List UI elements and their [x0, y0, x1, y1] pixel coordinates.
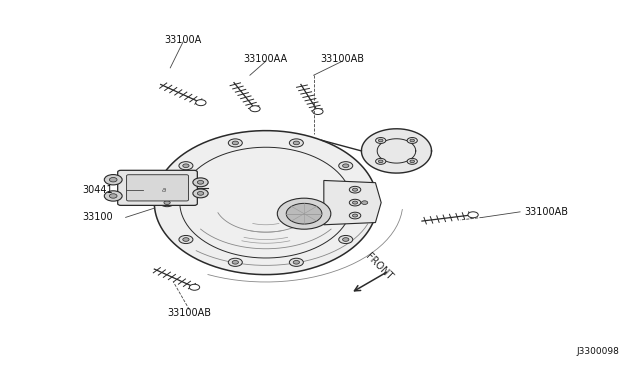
Circle shape — [228, 139, 243, 147]
Circle shape — [362, 201, 368, 205]
Text: 33100: 33100 — [83, 212, 113, 222]
Circle shape — [183, 238, 189, 241]
Circle shape — [189, 284, 200, 290]
Circle shape — [342, 164, 349, 167]
Circle shape — [410, 160, 415, 163]
Circle shape — [197, 192, 204, 195]
Circle shape — [407, 158, 417, 164]
Circle shape — [104, 191, 122, 201]
Circle shape — [376, 158, 386, 164]
Text: J3300098: J3300098 — [577, 347, 620, 356]
Circle shape — [160, 199, 174, 207]
Circle shape — [313, 109, 323, 115]
Text: 33100AB: 33100AB — [168, 308, 211, 318]
Text: 33100AB: 33100AB — [524, 207, 568, 217]
Circle shape — [378, 160, 383, 163]
Circle shape — [232, 260, 239, 264]
Circle shape — [193, 178, 208, 187]
Circle shape — [197, 180, 204, 184]
Circle shape — [378, 139, 383, 142]
Circle shape — [407, 138, 417, 144]
Polygon shape — [324, 180, 381, 225]
Circle shape — [196, 100, 206, 106]
Circle shape — [286, 203, 322, 224]
Circle shape — [339, 235, 353, 244]
Circle shape — [250, 106, 260, 112]
Circle shape — [349, 186, 361, 193]
FancyBboxPatch shape — [127, 175, 188, 201]
Circle shape — [376, 138, 386, 144]
Circle shape — [349, 199, 361, 206]
Circle shape — [358, 199, 372, 207]
Circle shape — [353, 201, 358, 204]
Circle shape — [339, 162, 353, 170]
Circle shape — [183, 164, 189, 167]
Text: 30441: 30441 — [83, 185, 113, 195]
Text: 33100A: 33100A — [164, 35, 202, 45]
Circle shape — [289, 139, 303, 147]
Circle shape — [277, 198, 331, 229]
Circle shape — [293, 141, 300, 145]
FancyBboxPatch shape — [118, 170, 197, 205]
Circle shape — [109, 194, 117, 198]
Polygon shape — [362, 129, 431, 173]
Circle shape — [179, 235, 193, 244]
Circle shape — [193, 189, 208, 198]
Circle shape — [410, 139, 415, 142]
Circle shape — [353, 188, 358, 191]
Circle shape — [104, 174, 122, 185]
Circle shape — [164, 201, 170, 205]
Circle shape — [109, 177, 117, 182]
Circle shape — [228, 258, 243, 266]
Circle shape — [342, 238, 349, 241]
Text: a: a — [162, 187, 166, 193]
Text: FRONT: FRONT — [364, 251, 394, 282]
Polygon shape — [154, 131, 378, 275]
Circle shape — [179, 162, 193, 170]
Circle shape — [468, 212, 478, 218]
Circle shape — [289, 258, 303, 266]
Text: 33100AB: 33100AB — [320, 54, 364, 64]
Circle shape — [293, 260, 300, 264]
Circle shape — [353, 214, 358, 217]
Circle shape — [349, 212, 361, 219]
Text: 33100AA: 33100AA — [244, 54, 288, 64]
Circle shape — [232, 141, 239, 145]
